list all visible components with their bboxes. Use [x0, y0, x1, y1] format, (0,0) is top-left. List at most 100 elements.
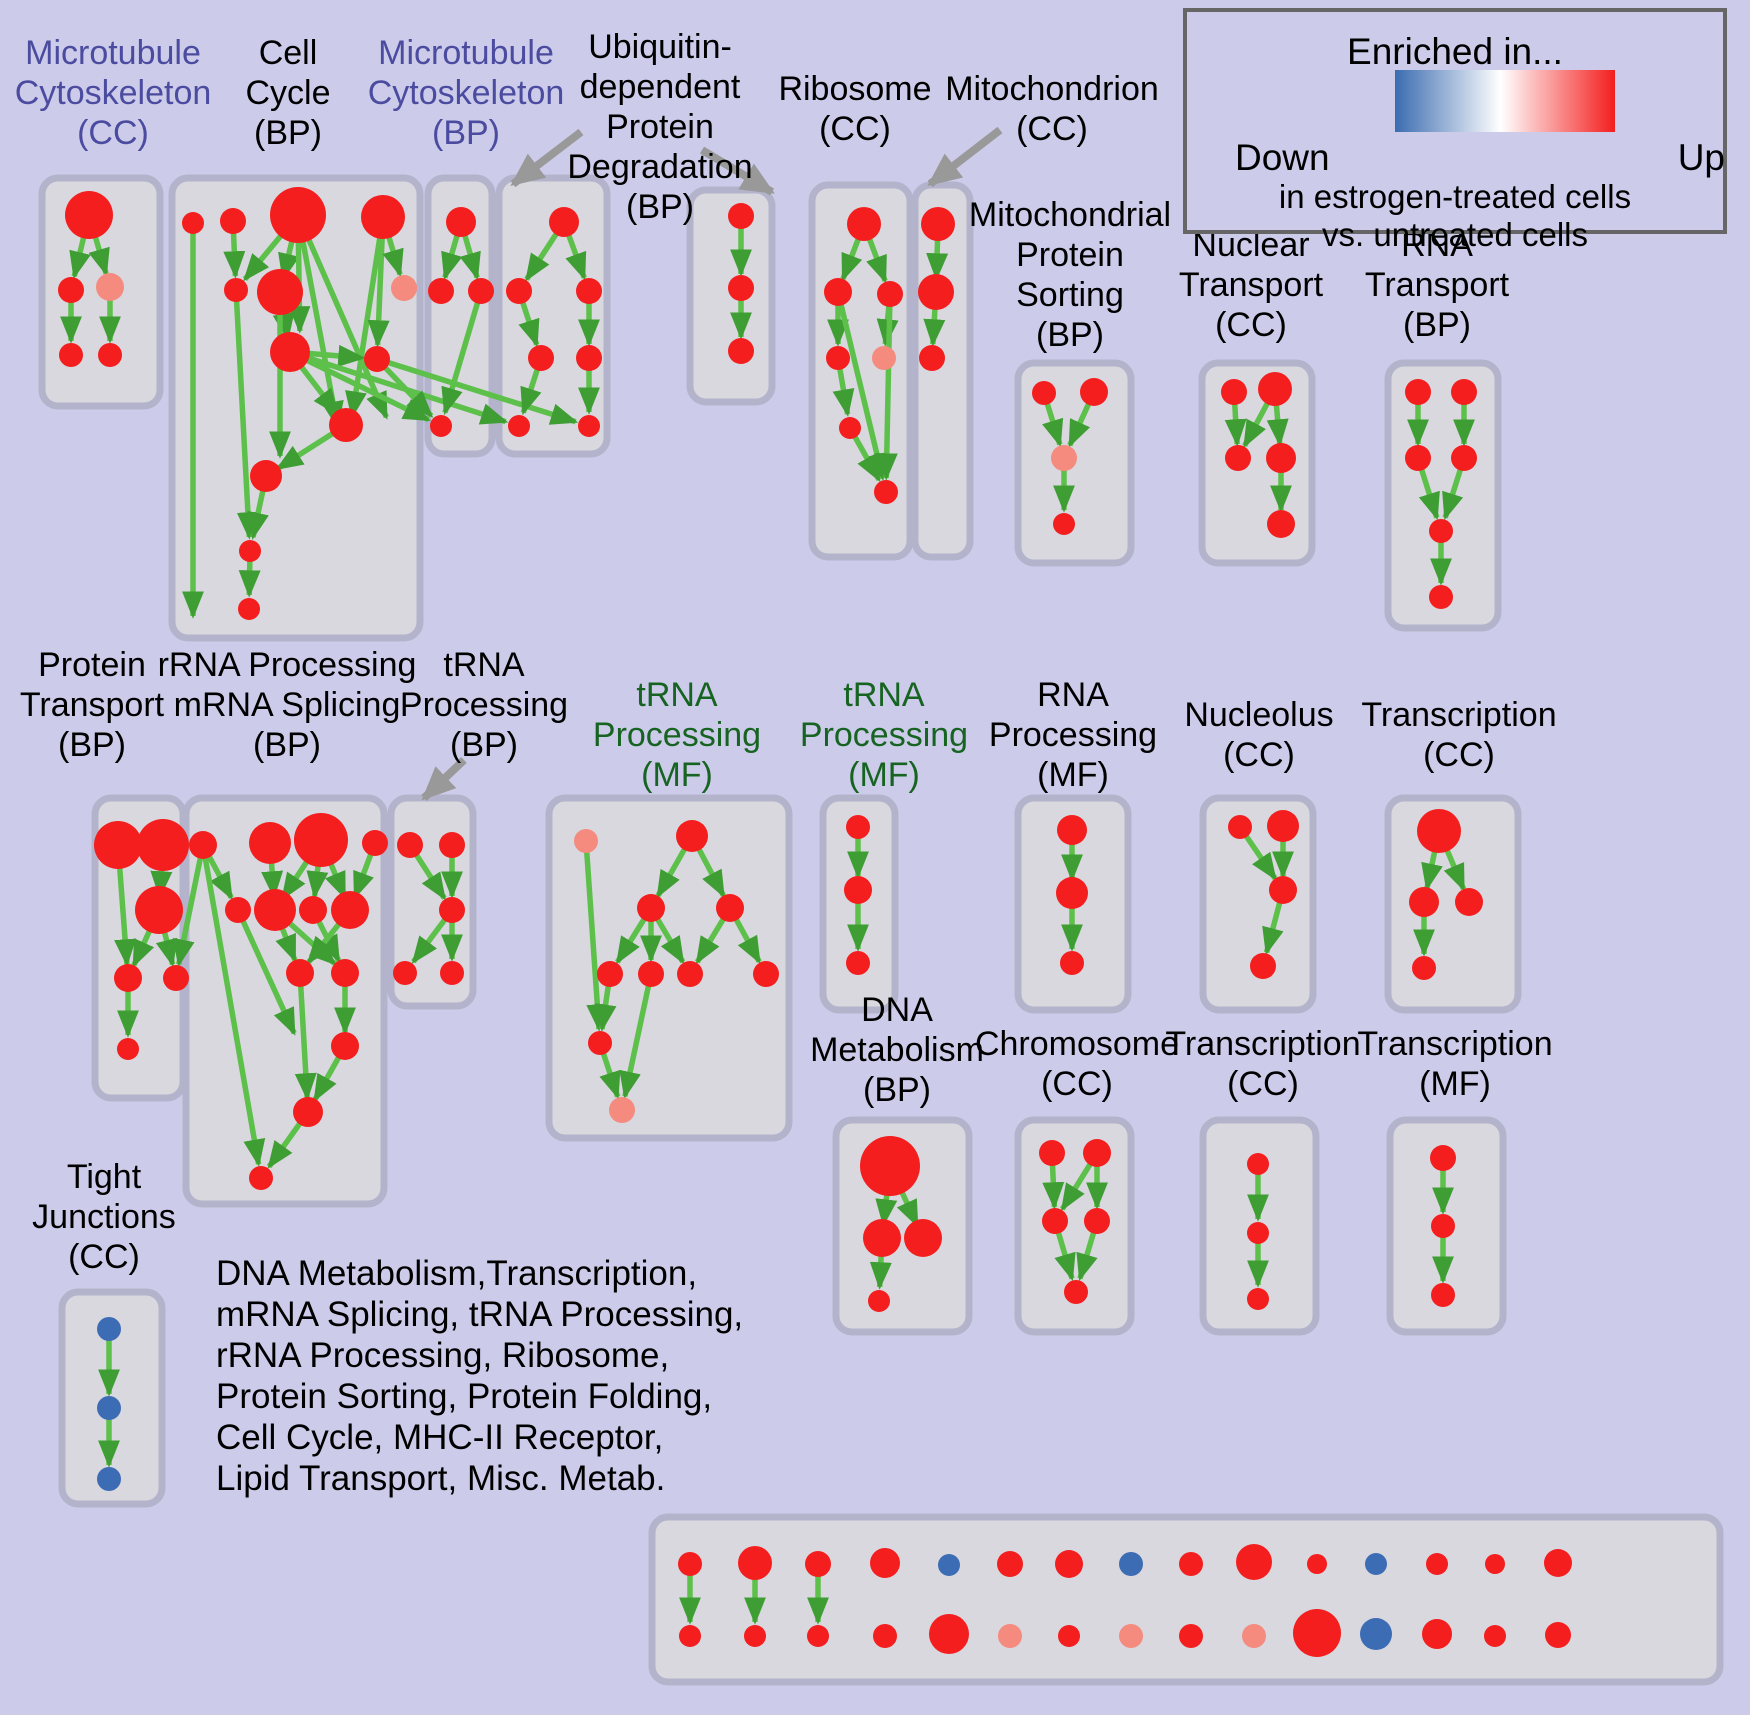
- misc-category-line: rRNA Processing, Ribosome,: [216, 1336, 669, 1375]
- label-line: Transport: [1365, 266, 1510, 304]
- network-edge: [694, 915, 728, 965]
- network-node-up: [1267, 810, 1299, 842]
- network-node-up-light: [1119, 1624, 1143, 1648]
- label-line: Processing: [593, 716, 761, 754]
- network-node-up: [753, 961, 779, 987]
- network-edge: [1042, 401, 1064, 448]
- label-line: Nucleolus: [1184, 696, 1333, 734]
- network-node-up: [1032, 381, 1056, 405]
- network-edge: [1054, 1229, 1076, 1282]
- network-node-up: [1228, 815, 1252, 839]
- network-edge: [352, 851, 375, 900]
- network-node-up: [1042, 1208, 1068, 1234]
- network-node-up: [578, 415, 600, 437]
- label-line: RNA: [1037, 676, 1109, 714]
- network-node-up: [257, 269, 303, 315]
- network-node-up: [807, 1625, 829, 1647]
- network-node-up: [239, 540, 261, 562]
- network-edge: [653, 915, 686, 965]
- network-node-up: [576, 278, 602, 304]
- label-nucleolus-cc: Nucleolus(CC): [1184, 696, 1333, 774]
- network-edge: [441, 299, 481, 416]
- node-layer: [58, 187, 1572, 1657]
- network-edge: [1262, 898, 1284, 956]
- network-node-up: [362, 830, 388, 856]
- network-node-up: [225, 897, 251, 923]
- edge-layer: [60, 220, 1475, 1625]
- network-node-up: [1405, 379, 1431, 405]
- network-node-up: [58, 277, 84, 303]
- label-line: Processing: [989, 716, 1157, 754]
- network-edge: [413, 851, 447, 901]
- network-node-up: [1422, 1619, 1452, 1649]
- network-node-up: [1429, 519, 1453, 543]
- network-node-up: [1080, 378, 1108, 406]
- label-line: Protein: [38, 646, 146, 684]
- network-edge: [864, 232, 888, 284]
- label-line: (CC): [1016, 110, 1088, 148]
- network-node-up-light: [998, 1624, 1022, 1648]
- network-edge: [238, 560, 261, 598]
- label-line: (CC): [1227, 1065, 1299, 1103]
- label-line: Ribosome: [778, 70, 931, 108]
- network-node-up: [270, 332, 310, 372]
- network-node-up: [1039, 1140, 1065, 1166]
- network-edge: [294, 982, 317, 1101]
- network-node-up: [1056, 877, 1088, 909]
- network-node-up: [1179, 1624, 1203, 1648]
- network-node-up: [94, 821, 142, 869]
- network-node-down: [97, 1396, 121, 1420]
- network-node-up-light: [1242, 1624, 1266, 1648]
- label-transcription-cc-lower: Transcription(CC): [1165, 1025, 1360, 1103]
- network-node-up: [299, 896, 327, 924]
- network-node-up: [744, 1625, 766, 1647]
- network-node-up: [1247, 1288, 1269, 1310]
- network-node-up: [874, 480, 898, 504]
- label-line: Transport: [1179, 266, 1324, 304]
- network-edge: [441, 230, 463, 281]
- network-node-up: [250, 460, 282, 492]
- arrow-to-trna-processing-bp: [421, 757, 467, 801]
- panel-chromosome-cc: [1014, 1116, 1135, 1336]
- network-edge: [524, 228, 561, 282]
- network-node-up: [1064, 1280, 1088, 1304]
- network-node-up: [997, 1551, 1023, 1577]
- network-node-up: [847, 207, 881, 241]
- network-edge: [202, 854, 266, 1167]
- network-edge: [1266, 398, 1289, 447]
- network-edge: [615, 915, 649, 965]
- network-node-up: [59, 343, 83, 367]
- network-edge: [385, 359, 579, 425]
- label-line: Metabolism: [810, 1031, 984, 1069]
- label-line: (CC): [1041, 1065, 1113, 1103]
- network-node-up: [904, 1219, 942, 1257]
- legend-caption-line2: vs. untreated cells: [1322, 216, 1588, 253]
- label-line: Transcription: [1357, 1025, 1552, 1063]
- network-node-up: [676, 820, 708, 852]
- misc-category-line: mRNA Splicing, tRNA Processing,: [216, 1295, 743, 1334]
- network-edge: [594, 983, 617, 1032]
- network-node-up: [137, 819, 189, 871]
- network-node-up: [1293, 1609, 1341, 1657]
- network-edge: [837, 301, 888, 482]
- label-line: Cytoskeleton: [15, 74, 212, 112]
- network-node-up: [286, 959, 314, 987]
- network-node-up: [921, 207, 955, 241]
- label-transcription-mf: Transcription(MF): [1357, 1025, 1552, 1103]
- network-node-up: [1267, 510, 1295, 538]
- panel-microtubule-cytoskeleton-bp: [424, 174, 496, 458]
- network-node-up: [393, 961, 417, 985]
- label-line: (BP): [58, 726, 126, 764]
- network-node-up: [844, 876, 872, 904]
- panel-ribosome-cc: [808, 181, 914, 561]
- network-edge: [299, 223, 389, 420]
- arrow-to-ubiquitin: [699, 146, 775, 196]
- network-node-up: [508, 415, 530, 437]
- network-node-up: [1058, 1625, 1080, 1647]
- network-node-up: [863, 1219, 901, 1257]
- network-node-up: [440, 961, 464, 985]
- network-node-up: [1451, 379, 1477, 405]
- network-edge: [306, 916, 346, 965]
- network-node-up: [826, 346, 850, 370]
